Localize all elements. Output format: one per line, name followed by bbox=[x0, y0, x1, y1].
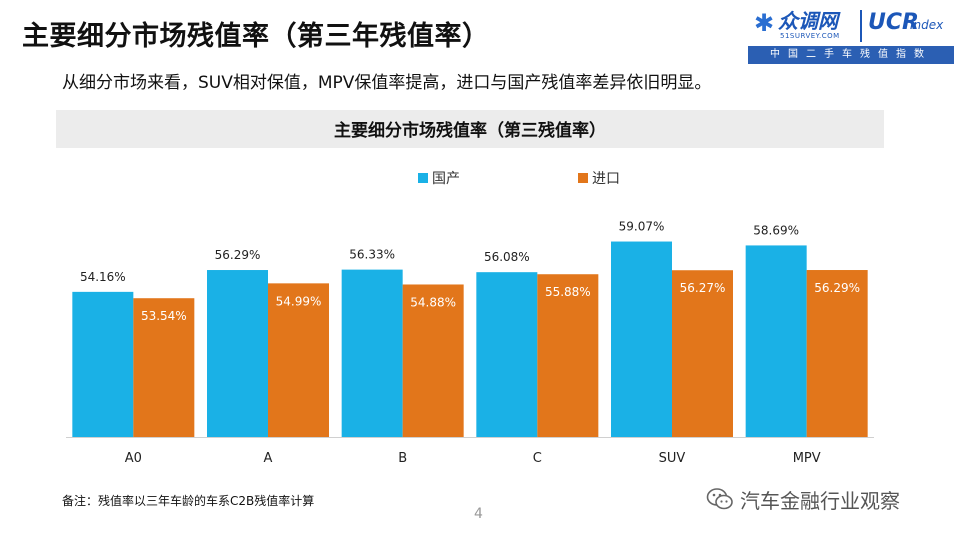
watermark-text: 汽车金融行业观察 bbox=[740, 488, 900, 513]
logo-band: 中国二手车残值指数 bbox=[748, 46, 954, 64]
page-title: 主要细分市场残值率（第三年残值率） bbox=[22, 21, 490, 52]
bar-进口-B bbox=[402, 284, 464, 437]
data-label-国产-SUV: 59.07% bbox=[619, 220, 665, 234]
x-tick-label-SUV: SUV bbox=[659, 451, 686, 466]
chart-title: 主要细分市场残值率（第三残值率） bbox=[334, 120, 606, 141]
bar-国产-MPV bbox=[745, 245, 807, 437]
logo-top: ✱ 众调网 51SURVEY.COM UCR Index bbox=[748, 6, 954, 44]
bar-国产-A bbox=[207, 270, 268, 437]
bar-国产-C bbox=[476, 272, 538, 437]
bar-chart: 主要细分市场残值率（第三残值率） 国产 进口 54.16% 53.54% A0 56.29%… bbox=[56, 110, 884, 490]
bar-进口-MPV bbox=[806, 270, 868, 437]
bar-进口-C bbox=[537, 274, 599, 437]
logo-brand: 众调网 bbox=[778, 9, 838, 33]
brand-logo: ✱ 众调网 51SURVEY.COM UCR Index 中国二手车残值指数 bbox=[748, 6, 954, 64]
data-label-国产-C: 56.08% bbox=[484, 250, 530, 264]
x-tick-label-MPV: MPV bbox=[793, 451, 821, 466]
page-subtitle: 从细分市场来看，SUV相对保值，MPV保值率提高，进口与国产残值率差异依旧明显。 bbox=[62, 73, 712, 93]
x-tick-label-A0: A0 bbox=[125, 451, 142, 466]
logo-figure-icon: ✱ bbox=[754, 9, 775, 37]
legend-label-0: 国产 bbox=[432, 171, 460, 187]
footnote: 备注：残值率以三年车龄的车系C2B残值率计算 bbox=[62, 494, 315, 508]
x-tick-label-B: B bbox=[398, 451, 407, 466]
data-label-进口-B: 54.88% bbox=[410, 295, 456, 309]
logo-separator bbox=[860, 10, 862, 42]
logo-ucr: UCR bbox=[868, 10, 919, 35]
bar-国产-B bbox=[341, 269, 403, 437]
page-number: 4 bbox=[474, 506, 483, 522]
bar-chart-svg: 主要细分市场残值率（第三残值率） 国产 进口 54.16% 53.54% A0 56.29%… bbox=[56, 110, 884, 466]
bar-国产-SUV bbox=[611, 241, 672, 437]
data-label-进口-MPV: 56.29% bbox=[814, 281, 860, 295]
bar-进口-A bbox=[268, 283, 329, 437]
data-label-国产-B: 56.33% bbox=[349, 248, 395, 262]
watermark: 汽车金融行业观察 bbox=[706, 484, 900, 514]
x-tick-label-C: C bbox=[533, 451, 542, 466]
data-label-进口-A: 54.99% bbox=[276, 294, 322, 308]
bar-进口-A0 bbox=[133, 298, 195, 437]
wechat-icon bbox=[706, 488, 733, 510]
legend-swatch-0 bbox=[418, 173, 428, 183]
data-label-国产-MPV: 58.69% bbox=[753, 223, 799, 237]
data-label-进口-SUV: 56.27% bbox=[680, 281, 726, 295]
bar-进口-SUV bbox=[672, 270, 733, 437]
legend-label-1: 进口 bbox=[592, 171, 620, 187]
data-label-国产-A: 56.29% bbox=[215, 248, 261, 262]
data-label-进口-A0: 53.54% bbox=[141, 309, 187, 323]
data-label-国产-A0: 54.16% bbox=[80, 270, 126, 284]
logo-index: Index bbox=[910, 18, 944, 32]
legend-swatch-1 bbox=[578, 173, 588, 183]
data-label-进口-C: 55.88% bbox=[545, 285, 591, 299]
bar-国产-A0 bbox=[72, 291, 134, 437]
logo-site: 51SURVEY.COM bbox=[780, 32, 840, 40]
chart-title-band bbox=[56, 110, 884, 148]
x-tick-label-A: A bbox=[264, 451, 273, 466]
